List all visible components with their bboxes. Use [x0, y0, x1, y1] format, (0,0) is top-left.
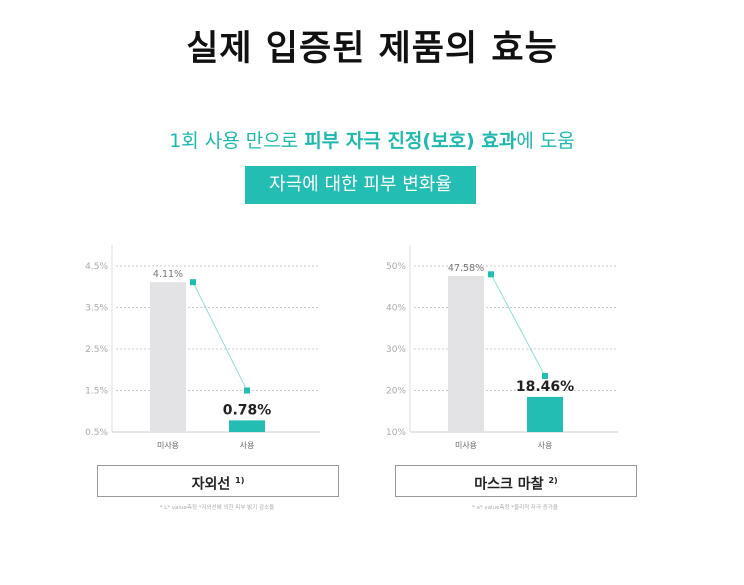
chart-mask-title: 마스크 마찰 2): [395, 465, 637, 497]
subtitle-bold: 피부 자극 진정(보호) 효과: [304, 130, 517, 152]
x-tick-label: 미사용: [157, 441, 179, 450]
y-tick-label: 20%: [386, 387, 406, 397]
bar-unused: [150, 282, 186, 432]
y-tick-label: 10%: [386, 428, 406, 438]
bar-used: [229, 420, 265, 432]
subtitle-post: 에 도움: [516, 130, 575, 152]
trend-marker: [244, 387, 250, 394]
footnote-mark: 2): [548, 476, 558, 485]
bar-used: [527, 396, 563, 432]
data-label: 18.46%: [516, 379, 574, 395]
y-tick-label: 4.5%: [85, 262, 108, 272]
section-badge: 자극에 대한 피부 변화율: [245, 166, 476, 204]
data-label: 4.11%: [153, 269, 183, 280]
y-tick-label: 0.5%: [85, 428, 108, 438]
trend-line: [192, 281, 248, 391]
trend-marker: [190, 279, 196, 286]
trend-marker: [488, 271, 494, 278]
trend-line: [490, 274, 546, 377]
footnote-mark: 1): [235, 476, 245, 485]
chart-uv-title: 자외선 1): [97, 465, 339, 497]
chart-mask-friction: 10% 20% 30% 40% 50% 미사용 47.58% 사용 18.46%: [386, 245, 618, 450]
chart-title-text: 자외선: [191, 476, 231, 493]
bar-unused: [448, 276, 484, 432]
chart-title-text: 마스크 마찰: [474, 476, 544, 493]
chart-uv: 0.5% 1.5% 2.5% 3.5% 4.5% 미사용 4.11% 사용 0.78%: [85, 245, 320, 450]
y-tick-label: 1.5%: [85, 387, 108, 397]
x-tick-label: 미사용: [455, 441, 477, 450]
y-tick-label: 2.5%: [85, 345, 108, 355]
data-label: 47.58%: [448, 263, 484, 274]
y-tick-label: 30%: [386, 345, 406, 355]
data-label: 0.78%: [223, 402, 272, 418]
subtitle-pre: 1회 사용 만으로: [169, 130, 305, 152]
x-tick-label: 사용: [240, 441, 255, 450]
y-tick-label: 50%: [386, 262, 406, 272]
page-title: 실제 입증된 제품의 효능: [186, 29, 558, 69]
subtitle: 1회 사용 만으로 피부 자극 진정(보호) 효과에 도움: [0, 126, 744, 153]
y-tick-label: 3.5%: [85, 304, 108, 314]
trend-marker: [542, 372, 548, 379]
x-tick-label: 사용: [538, 441, 553, 450]
footnote-uv: * L* value측정 *자외선에 의한 피부 밝기 감소율: [159, 505, 275, 511]
y-tick-label: 40%: [386, 304, 406, 314]
footnote-mask: * a* value측정 *물리적 자극 증가율: [472, 505, 558, 511]
